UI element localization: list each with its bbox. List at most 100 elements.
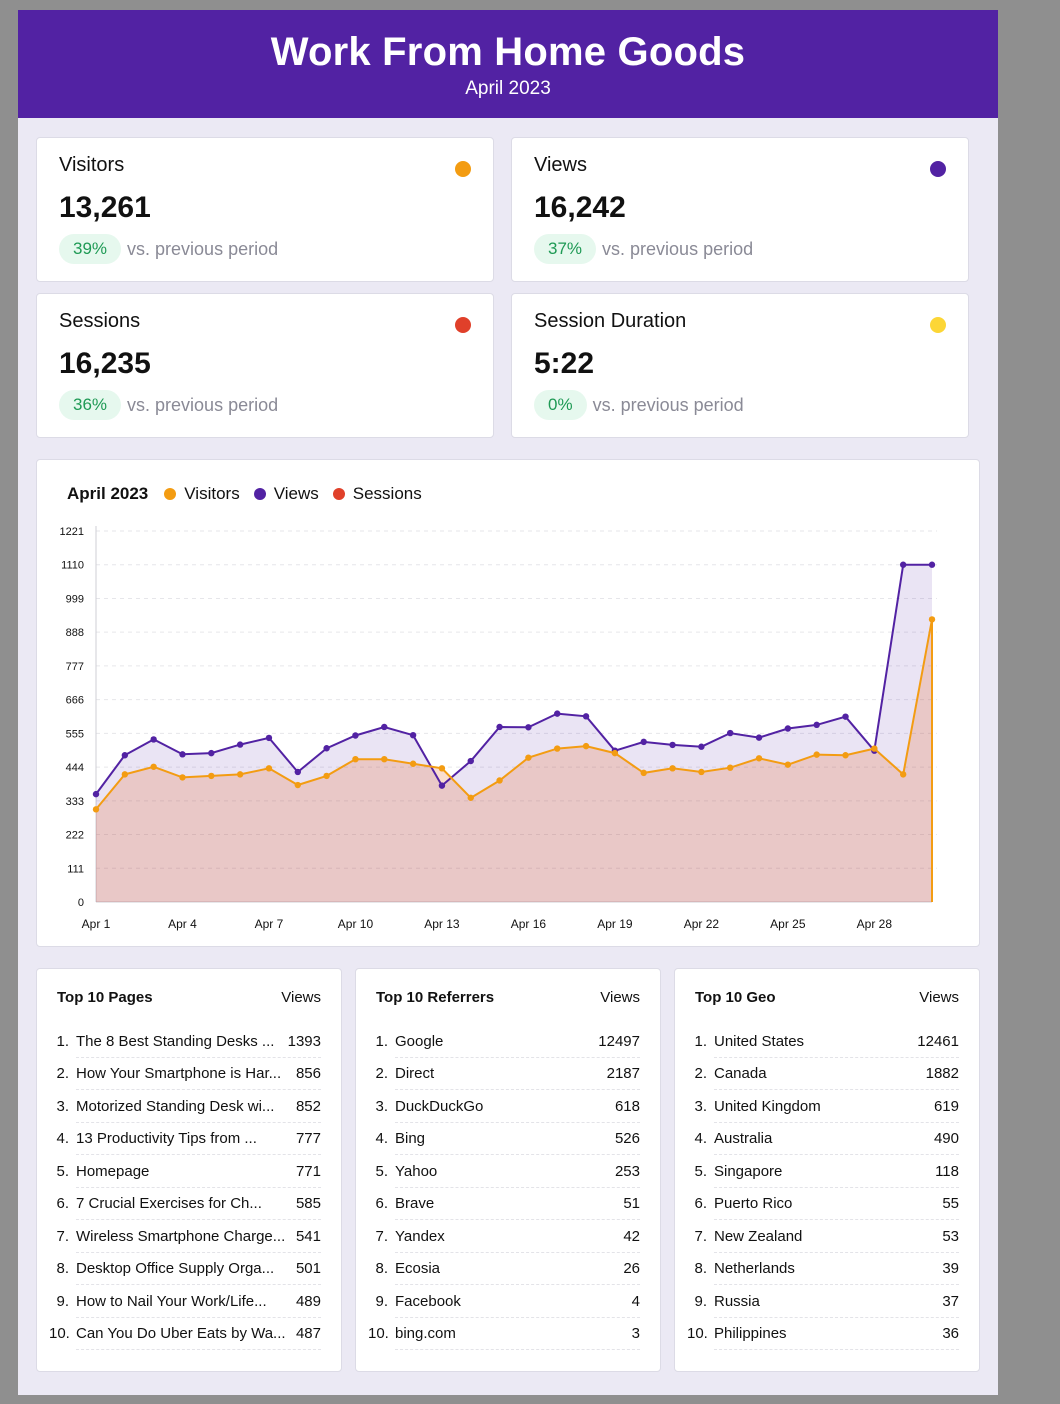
list-title: Top 10 Referrers — [376, 989, 495, 1006]
item-name: Google — [395, 1032, 444, 1050]
views-point — [842, 713, 849, 720]
list-item[interactable]: 5. Homepage 771 — [49, 1155, 321, 1188]
list-item[interactable]: 4. Australia 490 — [687, 1123, 959, 1155]
list-header: Top 10 Referrers Views — [376, 989, 640, 1006]
rank-number: 6. — [694, 1195, 707, 1213]
visitors-point — [323, 772, 330, 780]
list-item[interactable]: 5. Singapore 118 — [687, 1155, 959, 1188]
visitors-line — [95, 619, 933, 810]
y-tick-label: 666 — [66, 695, 84, 707]
list-item[interactable]: 2. Canada 1882 — [687, 1058, 959, 1090]
list-item[interactable]: 2. Direct 2187 — [368, 1058, 640, 1090]
visitors-point — [409, 760, 417, 767]
item-name: How Your Smartphone is Har... — [76, 1065, 282, 1083]
list-item[interactable]: 1. United States 12461 — [687, 1025, 959, 1058]
list-item[interactable]: 10. bing.com 3 — [368, 1318, 640, 1350]
legend-dot — [253, 488, 266, 500]
row-divider — [714, 1349, 959, 1350]
views-point — [409, 731, 417, 739]
item-name: How to Nail Your Work/Life... — [76, 1292, 267, 1310]
x-tick-label: Apr 7 — [255, 917, 284, 931]
change-caption: vs. previous period — [592, 394, 744, 415]
list-item[interactable]: 5. Yahoo 253 — [368, 1155, 640, 1188]
row-divider — [76, 1121, 321, 1123]
list-item[interactable]: 3. DuckDuckGo 618 — [368, 1090, 640, 1123]
y-tick-label: 0 — [78, 897, 84, 909]
rank-number: 1. — [694, 1032, 707, 1050]
item-name: Australia — [714, 1130, 773, 1148]
change-badge: 0% — [534, 390, 587, 420]
views-point — [928, 561, 936, 568]
list-item[interactable]: 7. Yandex 42 — [368, 1220, 640, 1253]
x-tick-label: Apr 19 — [597, 917, 633, 931]
list-item[interactable]: 8. Netherlands 39 — [687, 1253, 959, 1285]
list-item[interactable]: 9. How to Nail Your Work/Life... 489 — [49, 1285, 321, 1318]
list-item[interactable]: 7. New Zealand 53 — [687, 1220, 959, 1253]
views-point — [813, 721, 820, 729]
stat-change: 37% vs. previous period — [534, 234, 753, 264]
list-item[interactable]: 3. Motorized Standing Desk wi... 852 — [49, 1090, 321, 1123]
list-item[interactable]: 9. Facebook 4 — [368, 1285, 640, 1318]
list-item[interactable]: 8. Ecosia 26 — [368, 1253, 640, 1285]
rank-number: 2. — [56, 1065, 69, 1083]
item-value: 42 — [623, 1227, 640, 1245]
line-chart: 0 111 222 333 444 555 666 777 888 999 1110 1221 Apr … — [60, 526, 937, 931]
list-column-header: Views — [281, 989, 321, 1006]
chart-title: April 2023 — [67, 484, 149, 503]
legend-item-visitors[interactable]: Visitors — [164, 484, 240, 504]
legend-item-views[interactable]: Views — [253, 484, 319, 504]
views-point — [467, 757, 474, 765]
views-color-dot — [930, 161, 946, 177]
list-title: Top 10 Geo — [695, 989, 776, 1006]
sessions-area — [96, 564, 932, 902]
rank-number: 1. — [375, 1032, 388, 1050]
rank-number: 8. — [56, 1260, 69, 1278]
item-name: Philippines — [714, 1325, 787, 1343]
list-item[interactable]: 4. Bing 526 — [368, 1123, 640, 1155]
rank-number: 2. — [375, 1065, 388, 1083]
list-item[interactable]: 1. The 8 Best Standing Desks ... 1393 — [49, 1025, 321, 1058]
row-divider — [76, 1349, 321, 1350]
views-point — [236, 741, 244, 748]
item-name: 13 Productivity Tips from ... — [76, 1130, 257, 1148]
item-name: Singapore — [714, 1162, 783, 1180]
item-value: 541 — [295, 1227, 321, 1245]
list-item[interactable]: 8. Desktop Office Supply Orga... 501 — [49, 1253, 321, 1285]
item-value: 55 — [942, 1195, 959, 1213]
y-tick-label: 444 — [66, 762, 84, 774]
rank-number: 5. — [375, 1162, 388, 1180]
rank-number: 9. — [694, 1292, 707, 1310]
views-point — [323, 745, 330, 752]
item-name: Facebook — [395, 1292, 461, 1310]
list-item[interactable]: 7. Wireless Smartphone Charge... 541 — [49, 1220, 321, 1253]
views-point — [208, 749, 215, 757]
rank-number: 10. — [687, 1325, 708, 1343]
list-item[interactable]: 10. Philippines 36 — [687, 1318, 959, 1350]
list-item[interactable]: 6. Puerto Rico 55 — [687, 1188, 959, 1220]
item-value: 12461 — [917, 1032, 959, 1050]
rank-number: 3. — [694, 1097, 707, 1115]
list-item[interactable]: 4. 13 Productivity Tips from ... 777 — [49, 1123, 321, 1155]
row-divider — [395, 1089, 640, 1090]
views-point — [899, 561, 907, 568]
list-item[interactable]: 3. United Kingdom 619 — [687, 1090, 959, 1123]
list-item[interactable]: 6. 7 Crucial Exercises for Ch... 585 — [49, 1188, 321, 1220]
list-item[interactable]: 10. Can You Do Uber Eats by Wa... 487 — [49, 1318, 321, 1350]
list-item[interactable]: 6. Brave 51 — [368, 1188, 640, 1220]
visitors-point — [525, 754, 532, 761]
rank-number: 10. — [49, 1325, 70, 1343]
legend-item-sessions[interactable]: Sessions — [332, 484, 422, 504]
list-item[interactable]: 1. Google 12497 — [368, 1025, 640, 1058]
list-item[interactable]: 9. Russia 37 — [687, 1285, 959, 1318]
row-divider — [395, 1251, 640, 1253]
item-value: 3 — [631, 1325, 640, 1343]
change-caption: vs. previous period — [127, 394, 279, 415]
item-value: 1882 — [925, 1065, 959, 1083]
list-item[interactable]: 2. How Your Smartphone is Har... 856 — [49, 1058, 321, 1090]
row-divider — [395, 1186, 640, 1188]
y-tick-label: 1221 — [60, 526, 84, 538]
views-line — [95, 563, 932, 795]
item-name: Desktop Office Supply Orga... — [76, 1260, 275, 1278]
item-name: DuckDuckGo — [395, 1097, 484, 1115]
item-name: Yahoo — [395, 1162, 438, 1180]
